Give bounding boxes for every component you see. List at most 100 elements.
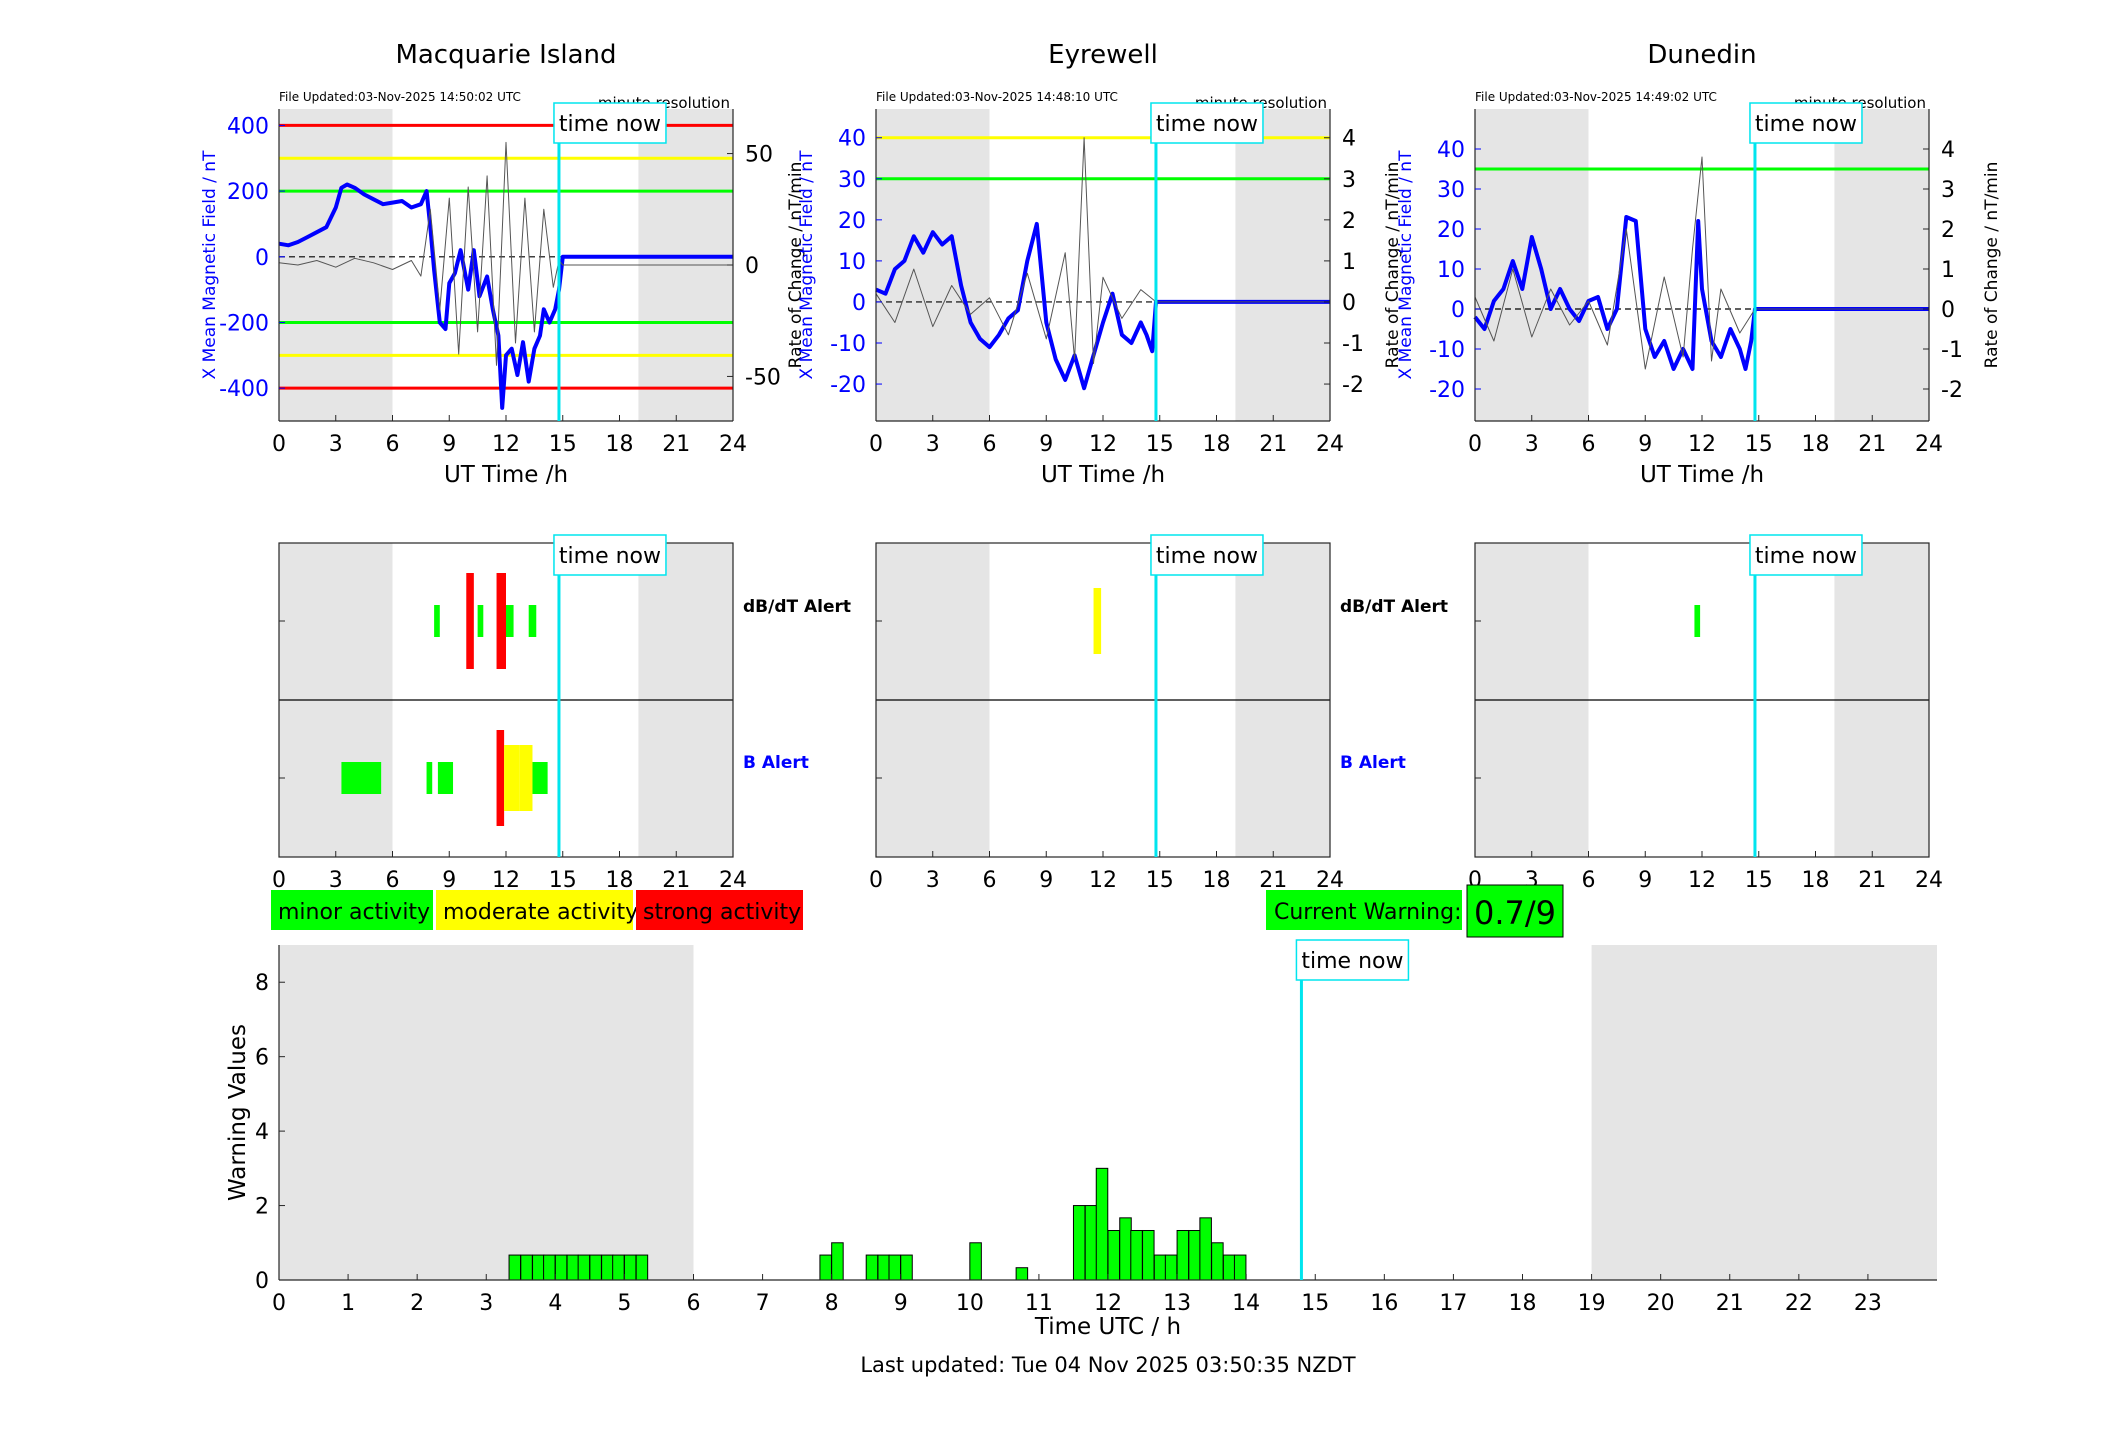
time-now-label: time now xyxy=(1301,949,1403,974)
y2-tick-label: 2 xyxy=(1342,209,1356,234)
warning-bar xyxy=(1107,1229,1121,1281)
x-tick-label: 12 xyxy=(1089,432,1117,457)
field-series xyxy=(875,221,1330,391)
warning-bar xyxy=(1095,1167,1109,1281)
y-tick-label: 20 xyxy=(1437,218,1465,243)
rate-of-change-series xyxy=(875,137,1330,364)
y-tick-label: -400 xyxy=(219,377,269,402)
x-tick-label: 6 xyxy=(1582,868,1596,893)
legend-label-strong: strong activity xyxy=(643,900,801,925)
warning-bar xyxy=(532,1254,545,1281)
warning-bar xyxy=(1130,1229,1143,1281)
warning-bar xyxy=(1142,1229,1155,1281)
warning-bar xyxy=(1153,1254,1167,1281)
x-tick-label: 14 xyxy=(1232,1291,1260,1316)
warning-bar xyxy=(554,1254,568,1281)
warning-bar xyxy=(577,1254,591,1281)
y2-axis-label: Rate of Change / nT/min xyxy=(1982,162,2002,369)
warning-bar xyxy=(520,1254,533,1281)
alert-panel-1: 0 3 6 9 12 15 18 21 24 dB/dT Alert B Alert time now xyxy=(869,534,1448,893)
x-tick-label: 3 xyxy=(479,1291,493,1316)
x-tick-label: 0 xyxy=(272,432,286,457)
x-tick-label: 24 xyxy=(1915,432,1943,457)
current-warning: Current Warning: 0.7/9 xyxy=(1266,884,1564,938)
x-tick-label: 24 xyxy=(1316,868,1344,893)
x-tick-label: 21 xyxy=(662,868,690,893)
x-tick-label: 18 xyxy=(606,432,634,457)
y2-tick-label: 1 xyxy=(1342,250,1356,275)
time-now-box xyxy=(1749,534,1863,576)
y2-tick-label: 3 xyxy=(1941,178,1955,203)
y-axis-label: X Mean Magnetic Field / nT xyxy=(1396,150,1416,380)
x-tick-label: 21 xyxy=(1858,432,1886,457)
dbdt-alert-bar-minor xyxy=(528,605,537,637)
night-shading xyxy=(1235,109,1330,421)
station-title: Dunedin xyxy=(1647,40,1756,70)
x-tick-label: 6 xyxy=(386,868,400,893)
x-axis-label: UT Time /h xyxy=(1041,462,1165,488)
warning-bar xyxy=(1222,1254,1236,1281)
x-tick-label: 9 xyxy=(1039,868,1053,893)
x-tick-label: 19 xyxy=(1578,1291,1606,1316)
x-tick-label: 24 xyxy=(1316,432,1344,457)
file-updated-text: File Updated:03-Nov-2025 14:48:10 UTC xyxy=(876,90,1118,104)
y-tick-label: 8 xyxy=(255,971,269,996)
x-tick-label: 22 xyxy=(1785,1291,1813,1316)
y-tick-label: 200 xyxy=(227,180,269,205)
x-tick-label: 21 xyxy=(1716,1291,1744,1316)
x-axis-label: UT Time /h xyxy=(444,462,568,488)
y2-tick-label: 50 xyxy=(745,143,773,168)
y-tick-label: 20 xyxy=(838,209,866,234)
x-tick-label: 8 xyxy=(825,1291,839,1316)
warning-bar xyxy=(1084,1205,1098,1281)
x-tick-label: 18 xyxy=(1203,868,1231,893)
time-now-box xyxy=(1295,939,1410,981)
x-tick-label: 12 xyxy=(1688,868,1716,893)
y2-tick-label: 4 xyxy=(1342,127,1356,152)
y-tick-label: 0 xyxy=(255,1269,269,1294)
rate-of-change-series xyxy=(278,141,733,366)
x-tick-label: 18 xyxy=(1509,1291,1537,1316)
y2-tick-label: 4 xyxy=(1941,138,1955,163)
warning-bar xyxy=(1176,1229,1190,1281)
x-tick-label: 18 xyxy=(1203,432,1231,457)
x-tick-label: 21 xyxy=(1858,868,1886,893)
warning-bar xyxy=(566,1254,580,1281)
night-shading xyxy=(876,109,990,421)
y-tick-label: 0 xyxy=(852,291,866,316)
y-tick-label: 400 xyxy=(227,114,269,139)
y-tick-label: 6 xyxy=(255,1046,269,1071)
x-tick-label: 3 xyxy=(329,868,343,893)
station-title: Eyrewell xyxy=(1048,40,1158,70)
time-now-label: time now xyxy=(1755,544,1857,569)
x-tick-label: 9 xyxy=(442,432,456,457)
b-alert-bar-moderate xyxy=(504,745,520,811)
x-axis-label: UT Time /h xyxy=(1640,462,1764,488)
legend-swatch-strong xyxy=(636,890,803,930)
x-tick-label: 9 xyxy=(894,1291,908,1316)
x-tick-label: 16 xyxy=(1370,1291,1398,1316)
x-tick-label: 9 xyxy=(442,868,456,893)
legend-label-minor: minor activity xyxy=(278,900,430,925)
x-tick-label: 15 xyxy=(1146,432,1174,457)
warning-bar xyxy=(612,1254,625,1281)
y2-tick-label: 2 xyxy=(1941,218,1955,243)
file-updated-text: File Updated:03-Nov-2025 14:50:02 UTC xyxy=(279,90,521,104)
x-tick-label: 23 xyxy=(1854,1291,1882,1316)
warning-bar xyxy=(1072,1205,1086,1281)
x-tick-label: 6 xyxy=(983,868,997,893)
y-axis-label: X Mean Magnetic Field / nT xyxy=(200,150,220,380)
x-tick-label: 3 xyxy=(1525,432,1539,457)
x-tick-label: 12 xyxy=(1094,1291,1122,1316)
time-now-label: time now xyxy=(559,112,661,137)
warning-bar xyxy=(865,1254,879,1281)
x-tick-label: 18 xyxy=(606,868,634,893)
y-tick-label: 4 xyxy=(255,1120,269,1145)
y2-axis-label: Rate of Change / nT/min xyxy=(786,162,806,369)
field-panel-2: 0 3 6 9 12 15 18 21 24403020100-10-2043210-1-2Du… xyxy=(1396,40,2002,488)
warning-bar xyxy=(1211,1242,1224,1281)
y2-tick-label: 3 xyxy=(1342,168,1356,193)
b-alert-label: B Alert xyxy=(1340,753,1406,773)
